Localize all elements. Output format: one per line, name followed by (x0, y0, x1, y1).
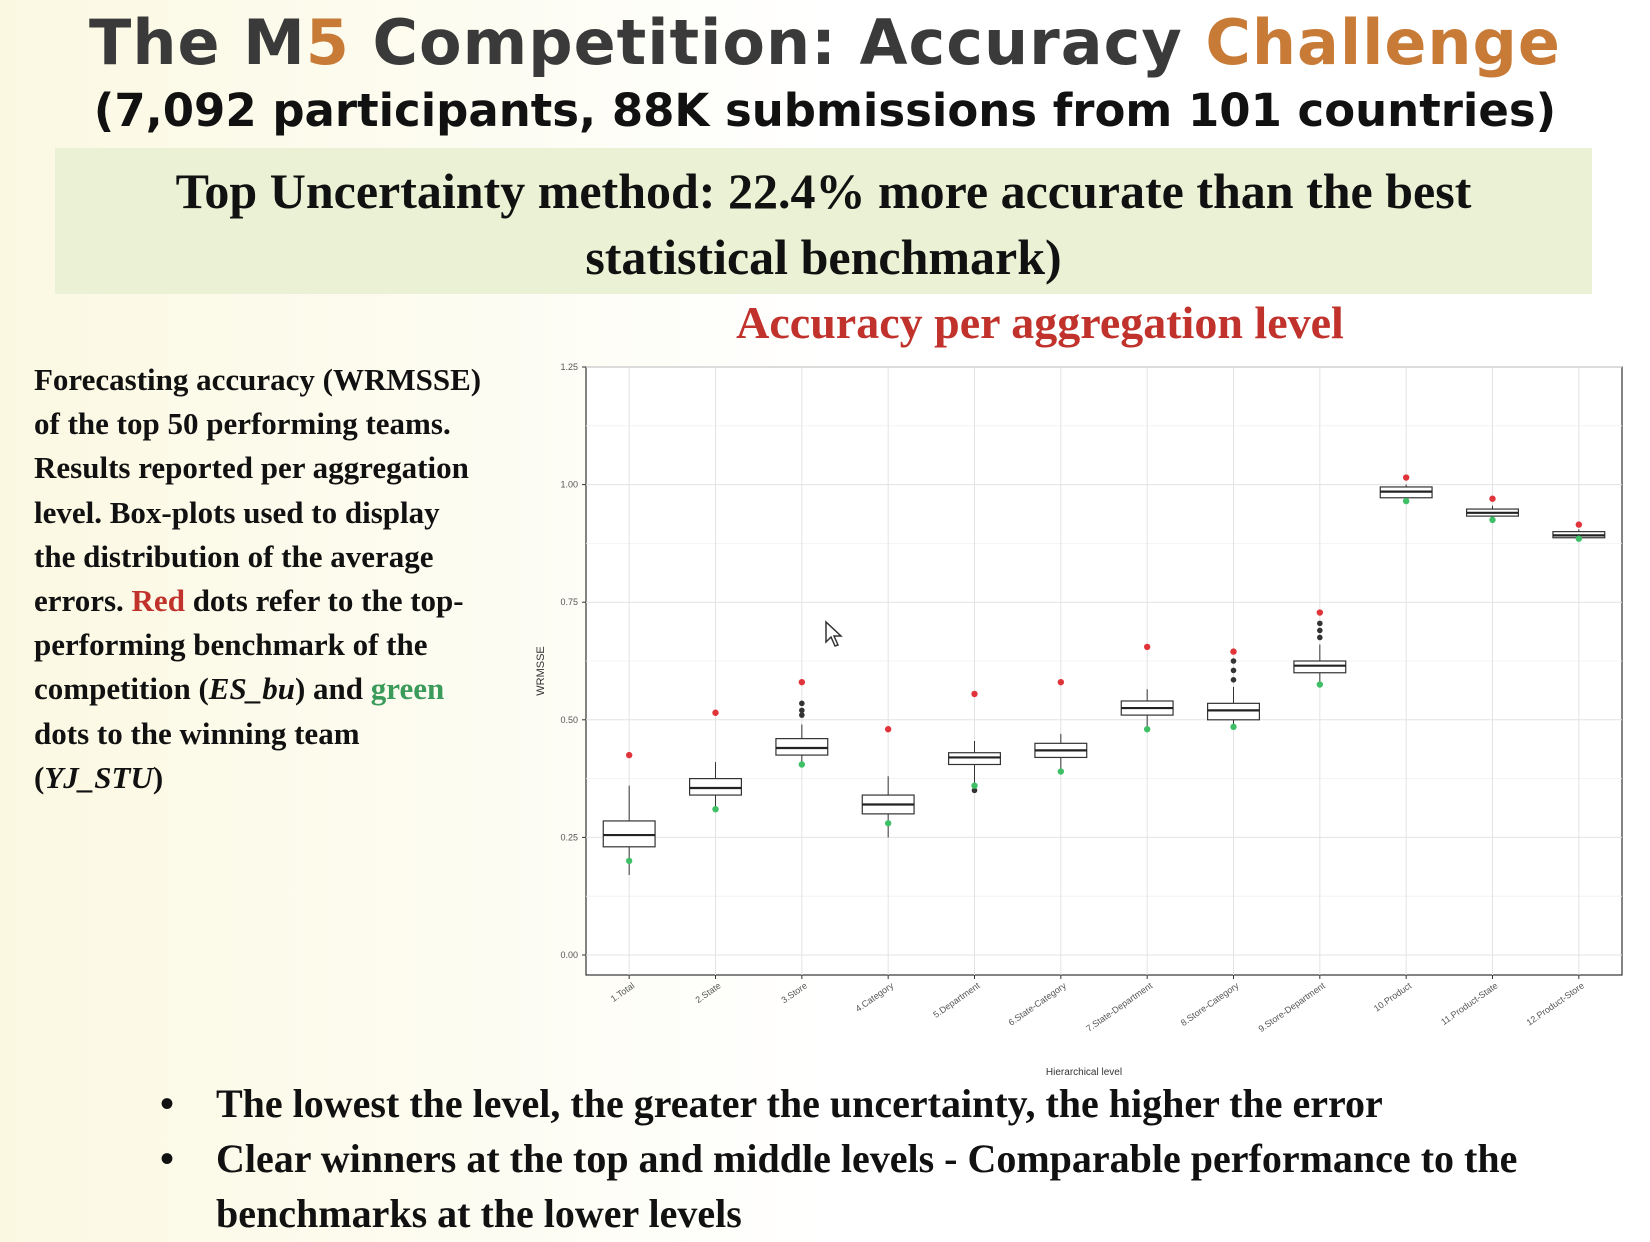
benchmark-name: ES_bu (208, 671, 295, 707)
description-green-word: green (370, 671, 445, 707)
bullet-text: The lowest the level, the greater the un… (216, 1081, 1383, 1126)
x-tick-label: 2.State (694, 980, 723, 1005)
winner-green-point (971, 782, 978, 789)
y-tick-label: 0.75 (560, 597, 578, 607)
benchmark-red-point (798, 678, 806, 686)
box-outlier-point (1317, 627, 1323, 634)
banner-line-2: statistical benchmark) (585, 229, 1062, 285)
bullet-item: • The lowest the level, the greater the … (160, 1076, 1640, 1131)
benchmark-red-point (625, 751, 633, 759)
winner-green-point (625, 857, 633, 865)
y-tick-label: 0.50 (560, 715, 578, 725)
bullet-list: • The lowest the level, the greater the … (160, 1076, 1640, 1241)
box-iqr (948, 752, 1002, 766)
description-part-4: dots to the winning team ( (34, 715, 360, 795)
description-red-word: Red (131, 583, 185, 619)
winner-green-point (1489, 516, 1496, 524)
box-outlier-point (799, 707, 805, 714)
winner-green-point (1402, 497, 1410, 505)
box-outlier-point (1317, 634, 1323, 641)
benchmark-red-point (1230, 648, 1237, 655)
slide-subtitle: (7,092 participants, 88K submissions fro… (93, 84, 1557, 137)
y-tick-label: 1.25 (560, 362, 578, 372)
bullet-dot-icon: • (160, 1136, 175, 1181)
benchmark-red-point (1402, 474, 1410, 481)
box-outlier-point (1230, 667, 1237, 674)
benchmark-red-point (1316, 609, 1324, 616)
banner-text: Top Uncertainty method: 22.4% more accur… (55, 148, 1592, 290)
chart-description: Forecasting accuracy (WRMSSE) of the top… (34, 358, 484, 800)
box-outlier-point (1230, 677, 1237, 683)
box-iqr (602, 820, 656, 848)
x-axis-label: Hierarchical level (1046, 1067, 1122, 1078)
slide-title: The M5 Competition: Accuracy Challenge (0, 6, 1650, 79)
benchmark-red-point (971, 690, 978, 698)
x-tick-label: 8.Store-Category (1179, 980, 1241, 1028)
x-tick-label: 1.Total (609, 980, 636, 1003)
winner-green-point (1230, 723, 1237, 731)
benchmark-red-point (712, 709, 719, 716)
benchmark-red-point (884, 726, 892, 733)
description-part-1: Forecasting accuracy (WRMSSE) of the top… (34, 362, 482, 619)
x-tick-label: 9.Store-Department (1256, 980, 1327, 1034)
box-outlier-point (799, 700, 805, 707)
x-tick-label: 10.Product (1372, 980, 1414, 1013)
x-tick-label: 12.Product-Store (1525, 980, 1586, 1027)
benchmark-red-point (1057, 678, 1065, 686)
benchmark-red-point (1143, 643, 1151, 651)
x-tick-label: 7.State-Department (1084, 980, 1154, 1034)
x-tick-label: 3.Store (779, 980, 809, 1005)
title-text-1: The M (89, 6, 306, 79)
box-iqr (775, 738, 829, 756)
box-iqr (1293, 660, 1347, 674)
box-outlier-point (799, 712, 805, 718)
box-iqr (689, 778, 743, 796)
benchmark-red-point (1489, 495, 1496, 502)
x-tick-label: 5.Department (931, 980, 982, 1020)
y-tick-label: 0.00 (560, 950, 578, 960)
box-outlier-point (971, 787, 978, 794)
winner-green-point (798, 761, 806, 768)
x-tick-label: 4.Category (854, 980, 896, 1014)
winner-green-point (1057, 768, 1065, 775)
y-tick-label: 1.00 (560, 480, 578, 490)
description-part-3: ) and (294, 671, 371, 707)
winner-green-point (884, 820, 892, 827)
winner-name: YJ_STU (44, 759, 153, 795)
bullet-text: Clear winners at the top and middle leve… (216, 1136, 1518, 1236)
title-text-3: Challenge (1205, 6, 1561, 79)
title-number: 5 (305, 6, 350, 79)
box-outlier-point (1230, 658, 1237, 664)
winner-green-point (1316, 681, 1324, 688)
boxplot-chart: 0.00 0.25 0.50 0.75 1.00 1.25 1.Total 2.State 3.… (535, 362, 1623, 1078)
banner-line-1: Top Uncertainty method: 22.4% more accur… (175, 163, 1472, 219)
plot-panel (585, 366, 1623, 976)
description-part-2: dots refer to the top-performing benchma… (34, 583, 464, 707)
box-iqr (1206, 702, 1260, 721)
chart-title: Accuracy per aggregation level (736, 297, 1344, 348)
mouse-cursor-icon (825, 620, 843, 647)
winner-green-point (1575, 535, 1583, 542)
box-outlier-point (1317, 620, 1323, 627)
description-part-5: ) (152, 759, 164, 795)
benchmark-red-point (1575, 521, 1583, 528)
highlight-banner: Top Uncertainty method: 22.4% more accur… (55, 148, 1592, 294)
x-tick-label: 11.Product-State (1439, 980, 1500, 1027)
winner-green-point (1143, 726, 1151, 733)
title-text-2: Competition: Accuracy (349, 6, 1206, 79)
bullet-item: • Clear winners at the top and middle le… (160, 1131, 1640, 1241)
y-tick-label: 0.25 (560, 832, 578, 842)
x-tick-label: 6.State-Category (1007, 980, 1069, 1028)
winner-green-point (712, 805, 719, 813)
bullet-dot-icon: • (160, 1081, 175, 1126)
y-axis-label: WRMSSE (535, 646, 547, 696)
